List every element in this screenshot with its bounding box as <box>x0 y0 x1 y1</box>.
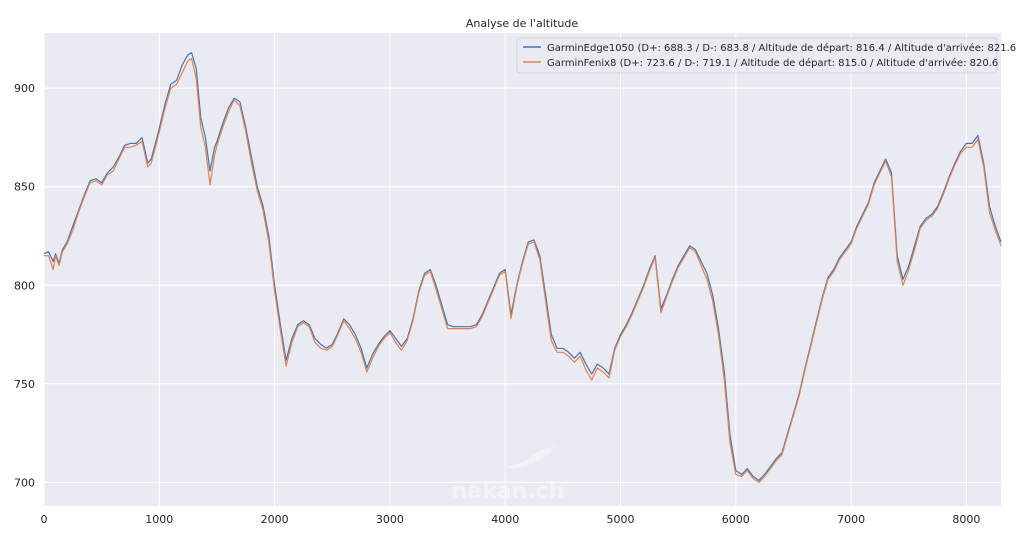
x-tick-label: 0 <box>41 513 48 526</box>
tick-labels: 0 1000 2000 3000 4000 5000 6000 7000 8000 700 750 8… <box>14 82 980 526</box>
gridlines <box>43 33 1001 506</box>
legend-box <box>516 37 998 74</box>
watermark-logo-icon <box>505 446 555 468</box>
y-tick-label: 750 <box>14 378 35 391</box>
plot-area <box>44 33 1001 506</box>
series-lines <box>43 52 1002 483</box>
x-tick-label: 6000 <box>722 513 750 526</box>
series-line-2 <box>44 58 1002 483</box>
legend: GarminEdge1050 (D+: 688.3 / D-: 683.8 / … <box>516 37 1016 74</box>
x-tick-label: 8000 <box>952 513 980 526</box>
watermark: nakan.ch <box>452 446 565 504</box>
chart-title: Analyse de l'altitude <box>466 17 579 30</box>
x-tick-label: 5000 <box>607 513 635 526</box>
y-tick-label: 850 <box>14 181 35 194</box>
x-tick-label: 1000 <box>145 513 173 526</box>
y-tick-label: 800 <box>14 279 35 292</box>
x-tick-label: 7000 <box>837 513 865 526</box>
legend-entry-label: GarminEdge1050 (D+: 688.3 / D-: 683.8 / … <box>547 42 1016 54</box>
y-tick-label: 700 <box>14 476 35 489</box>
watermark-text: nakan.ch <box>452 479 565 504</box>
x-tick-label: 2000 <box>261 513 289 526</box>
legend-entry-label: GarminFenix8 (D+: 723.6 / D-: 719.1 / Al… <box>547 57 998 69</box>
y-tick-label: 900 <box>14 82 35 95</box>
x-tick-label: 4000 <box>491 513 519 526</box>
x-tick-label: 3000 <box>376 513 404 526</box>
